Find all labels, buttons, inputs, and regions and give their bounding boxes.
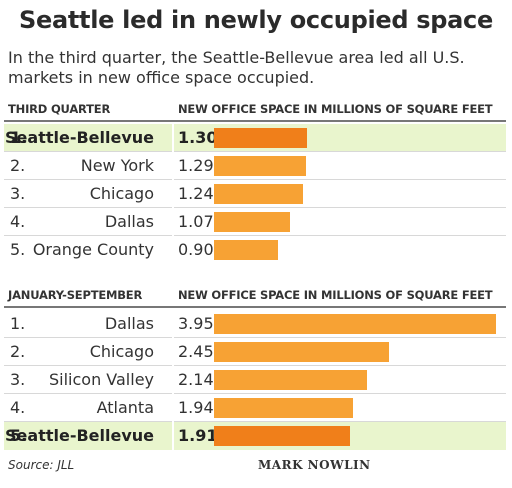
value-label: 1.24 xyxy=(178,184,214,203)
category-label: New York xyxy=(80,156,154,175)
category-label: Orange County xyxy=(32,240,154,259)
section-rule-ytd xyxy=(4,306,506,308)
bar xyxy=(214,240,278,260)
source-note: Source: JLL xyxy=(8,458,75,472)
bar-row: 1. Seattle-Bellevue 1.30 xyxy=(4,124,506,152)
value-label: 1.29 xyxy=(178,156,214,175)
category-label: Seattle-Bellevue xyxy=(5,426,154,445)
bar xyxy=(214,128,307,148)
column-divider xyxy=(172,124,174,268)
value-label: 2.45 xyxy=(178,342,214,361)
category-label: Chicago xyxy=(89,342,154,361)
chart-panel-q3: 5. Orange County 0.90 4. Dallas 1.07 3. Chicago… xyxy=(4,124,506,268)
rank-label: 3. xyxy=(10,370,26,389)
value-label: 1.94 xyxy=(178,398,214,417)
bar-row: 2. New York 1.29 xyxy=(4,152,506,180)
bar xyxy=(214,184,303,204)
chart-subtitle: In the third quarter, the Seattle-Bellev… xyxy=(8,48,465,87)
category-label: Seattle-Bellevue xyxy=(5,128,154,147)
bar-row: 3. Chicago 1.24 xyxy=(4,180,506,208)
section-label-ytd: JANUARY-SEPTEMBER xyxy=(8,288,143,302)
bar xyxy=(214,342,389,362)
chart-title: Seattle led in newly occupied space xyxy=(19,6,493,34)
value-label: 1.30 xyxy=(178,128,218,147)
bar-row: 4. Atlanta 1.94 xyxy=(4,394,506,422)
category-label: Dallas xyxy=(104,212,154,231)
rank-label: 1. xyxy=(10,128,28,147)
value-label: 1.91 xyxy=(178,426,218,445)
category-label: Silicon Valley xyxy=(48,370,154,389)
bar xyxy=(214,398,353,418)
section-rule-q3 xyxy=(4,120,506,122)
value-label: 1.07 xyxy=(178,212,214,231)
value-label: 0.90 xyxy=(178,240,214,259)
value-label: 3.95 xyxy=(178,314,214,333)
category-label: Dallas xyxy=(104,314,154,333)
category-label: Atlanta xyxy=(96,398,154,417)
bar-row: 1. Dallas 3.95 xyxy=(4,310,506,338)
bar-row: 5. Seattle-Bellevue 1.91 xyxy=(4,422,506,450)
column-divider xyxy=(172,310,174,454)
bar xyxy=(214,314,496,334)
graphic-credit: MARK NOWLIN xyxy=(258,458,371,472)
bar-row: 5. Orange County 0.90 xyxy=(4,236,506,264)
value-header-q3: NEW OFFICE SPACE IN MILLIONS OF SQUARE F… xyxy=(178,102,493,116)
bar xyxy=(214,212,290,232)
rank-label: 5. xyxy=(10,426,28,445)
chart-panel-ytd: 5. Seattle-Bellevue 1.91 4. Atlanta 1.94 3. Sil… xyxy=(4,310,506,454)
bar xyxy=(214,156,306,176)
rank-label: 2. xyxy=(10,156,26,175)
section-label-q3: THIRD QUARTER xyxy=(8,102,111,116)
category-label: Chicago xyxy=(89,184,154,203)
rank-label: 4. xyxy=(10,398,26,417)
rank-label: 2. xyxy=(10,342,26,361)
rank-label: 5. xyxy=(10,240,26,259)
bar xyxy=(214,426,350,446)
rank-label: 3. xyxy=(10,184,26,203)
bar-row: 2. Chicago 2.45 xyxy=(4,338,506,366)
value-label: 2.14 xyxy=(178,370,214,389)
bar-row: 4. Dallas 1.07 xyxy=(4,208,506,236)
rank-label: 4. xyxy=(10,212,26,231)
bar xyxy=(214,370,367,390)
value-header-ytd: NEW OFFICE SPACE IN MILLIONS OF SQUARE F… xyxy=(178,288,493,302)
bar-row: 3. Silicon Valley 2.14 xyxy=(4,366,506,394)
rank-label: 1. xyxy=(10,314,26,333)
